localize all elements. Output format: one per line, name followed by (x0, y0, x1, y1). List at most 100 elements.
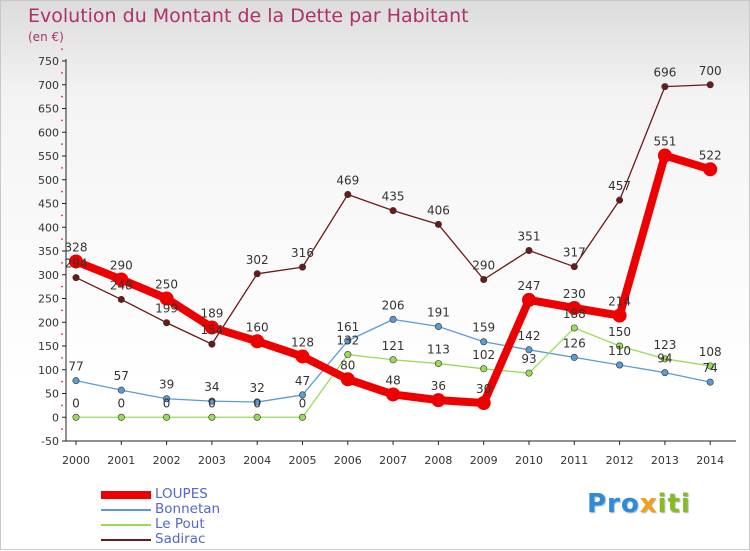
data-label-sadirac: 406 (427, 203, 450, 217)
chart-unit-label: (en €) (28, 30, 64, 44)
y-tick-label: 200 (38, 316, 59, 329)
y-minor-tick (61, 261, 63, 264)
data-point-le-pout (661, 355, 669, 363)
data-point-loupes (340, 372, 355, 387)
data-point-le-pout (208, 413, 216, 421)
y-minor-tick (61, 214, 63, 217)
legend-label-le-pout: Le Pout (155, 516, 205, 532)
data-point-loupes (250, 334, 265, 349)
y-tick-label: 650 (38, 103, 59, 116)
data-label-bonnetan: 39 (159, 378, 174, 392)
x-tick-label: 2011 (560, 454, 588, 467)
data-label-loupes: 189 (200, 306, 223, 320)
data-label-le-pout: 102 (472, 348, 495, 362)
data-label-le-pout: 0 (163, 396, 171, 410)
data-label-bonnetan: 110 (608, 344, 631, 358)
data-point-sadirac (344, 190, 352, 198)
y-tick-label: 400 (38, 221, 59, 234)
data-label-sadirac: 316 (291, 246, 314, 260)
y-minor-tick (61, 309, 63, 312)
data-label-loupes: 250 (155, 278, 178, 292)
data-point-bonnetan (525, 346, 533, 354)
data-point-loupes (522, 292, 536, 307)
legend-label-bonnetan: Bonnetan (155, 501, 221, 517)
data-point-loupes (567, 301, 582, 315)
y-tick-label: 600 (38, 126, 59, 139)
data-label-loupes: 160 (246, 320, 269, 334)
data-point-sadirac (389, 207, 397, 215)
data-label-sadirac: 302 (246, 253, 269, 267)
data-point-bonnetan (117, 386, 125, 394)
data-label-sadirac: 435 (382, 190, 405, 204)
y-minor-tick (61, 380, 63, 383)
legend-label-sadirac: Sadirac (155, 531, 206, 547)
x-tick-label: 2009 (470, 454, 498, 467)
legend-swatch-sadirac (101, 539, 151, 541)
data-label-le-pout: 188 (563, 307, 586, 321)
y-tick-label: 100 (38, 364, 59, 377)
data-label-sadirac: 199 (155, 302, 178, 316)
data-point-loupes (612, 308, 627, 323)
data-point-le-pout (525, 369, 533, 377)
chart-title: Evolution du Montant de la Dette par Hab… (28, 5, 469, 27)
data-label-le-pout: 0 (299, 396, 307, 410)
data-label-loupes: 230 (563, 287, 586, 301)
data-point-le-pout (298, 413, 306, 421)
data-label-loupes: 214 (608, 295, 631, 309)
data-point-loupes (114, 272, 129, 287)
data-point-le-pout (434, 360, 442, 368)
data-point-loupes (69, 254, 83, 269)
data-point-loupes (204, 320, 219, 335)
x-tick-label: 2007 (379, 454, 407, 467)
y-minor-tick (61, 333, 63, 336)
x-tick-label: 2013 (651, 454, 679, 467)
y-tick-label: 50 (45, 388, 59, 401)
y-minor-tick (61, 404, 63, 407)
data-label-le-pout: 108 (699, 345, 722, 359)
y-minor-tick (61, 71, 63, 74)
data-point-le-pout (72, 413, 80, 421)
data-point-bonnetan (434, 323, 442, 331)
data-label-bonnetan: 161 (336, 320, 359, 334)
data-label-le-pout: 113 (427, 343, 450, 357)
y-tick-label: 550 (38, 150, 59, 163)
data-point-sadirac (253, 270, 261, 278)
data-label-bonnetan: 47 (295, 374, 310, 388)
data-point-loupes (657, 148, 672, 163)
data-label-bonnetan: 77 (68, 360, 83, 374)
data-label-loupes: 247 (518, 279, 541, 293)
data-point-le-pout (344, 351, 352, 359)
data-label-sadirac: 457 (608, 179, 631, 193)
data-point-sadirac (117, 295, 125, 303)
data-label-le-pout: 0 (208, 396, 216, 410)
x-tick-label: 2012 (606, 454, 634, 467)
y-tick-label: 300 (38, 269, 59, 282)
y-minor-tick (61, 119, 63, 122)
data-label-le-pout: 123 (653, 338, 676, 352)
y-minor-tick (61, 238, 63, 241)
data-point-bonnetan (344, 337, 352, 345)
data-point-sadirac (208, 340, 216, 348)
data-point-sadirac (525, 247, 533, 255)
data-label-le-pout: 0 (117, 396, 125, 410)
x-tick-label: 2003 (198, 454, 226, 467)
data-label-le-pout: 150 (608, 325, 631, 339)
data-point-bonnetan (706, 378, 714, 386)
data-label-loupes: 30 (476, 382, 491, 396)
y-minor-tick (61, 356, 63, 359)
data-label-sadirac: 317 (563, 246, 586, 260)
y-minor-tick (61, 166, 63, 169)
data-label-sadirac: 696 (653, 66, 676, 80)
y-minor-tick (61, 95, 63, 98)
y-minor-tick (61, 428, 63, 431)
y-tick-label: -50 (41, 435, 59, 448)
x-tick-label: 2006 (334, 454, 362, 467)
data-point-loupes (703, 162, 718, 177)
data-label-sadirac: 700 (699, 64, 722, 78)
data-label-sadirac: 248 (110, 278, 133, 292)
data-point-sadirac (480, 275, 488, 283)
data-point-loupes (386, 387, 401, 402)
data-point-sadirac (616, 196, 624, 204)
data-point-loupes (476, 396, 491, 410)
